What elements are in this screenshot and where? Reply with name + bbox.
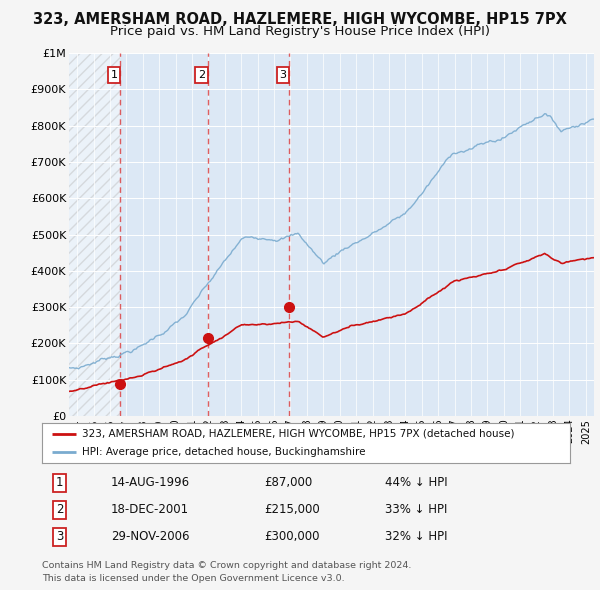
Text: £215,000: £215,000 <box>264 503 320 516</box>
Text: £300,000: £300,000 <box>264 530 319 543</box>
Text: 33% ↓ HPI: 33% ↓ HPI <box>385 503 448 516</box>
Text: 2: 2 <box>56 503 63 516</box>
Text: 3: 3 <box>56 530 63 543</box>
Bar <box>69 53 120 416</box>
Text: 2: 2 <box>198 70 205 80</box>
Text: Contains HM Land Registry data © Crown copyright and database right 2024.
This d: Contains HM Land Registry data © Crown c… <box>42 562 412 583</box>
Text: 14-AUG-1996: 14-AUG-1996 <box>110 476 190 489</box>
Text: 1: 1 <box>56 476 63 489</box>
Text: 44% ↓ HPI: 44% ↓ HPI <box>385 476 448 489</box>
Text: 32% ↓ HPI: 32% ↓ HPI <box>385 530 448 543</box>
Text: 29-NOV-2006: 29-NOV-2006 <box>110 530 189 543</box>
Text: 323, AMERSHAM ROAD, HAZLEMERE, HIGH WYCOMBE, HP15 7PX: 323, AMERSHAM ROAD, HAZLEMERE, HIGH WYCO… <box>33 12 567 27</box>
Text: 1: 1 <box>110 70 118 80</box>
Text: £87,000: £87,000 <box>264 476 312 489</box>
Text: 323, AMERSHAM ROAD, HAZLEMERE, HIGH WYCOMBE, HP15 7PX (detached house): 323, AMERSHAM ROAD, HAZLEMERE, HIGH WYCO… <box>82 429 514 439</box>
Text: Price paid vs. HM Land Registry's House Price Index (HPI): Price paid vs. HM Land Registry's House … <box>110 25 490 38</box>
Text: 18-DEC-2001: 18-DEC-2001 <box>110 503 189 516</box>
Text: HPI: Average price, detached house, Buckinghamshire: HPI: Average price, detached house, Buck… <box>82 447 365 457</box>
Text: 3: 3 <box>280 70 287 80</box>
